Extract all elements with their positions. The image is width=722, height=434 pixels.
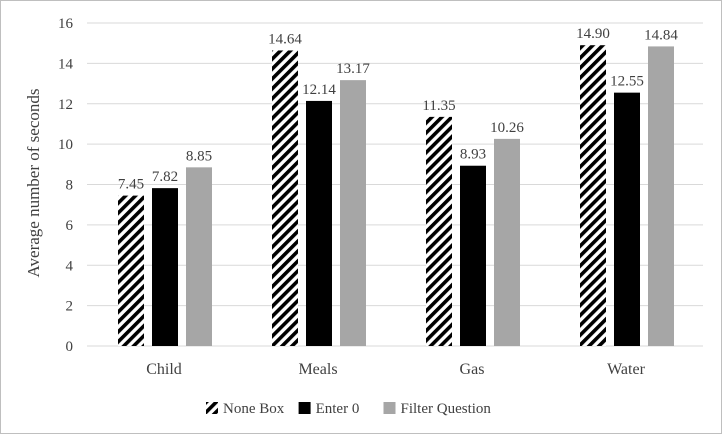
bar-none-box-child bbox=[118, 195, 144, 346]
bar-enter-0-gas bbox=[460, 165, 486, 346]
x-axis-categories: Child Meals Gas Water bbox=[146, 361, 645, 378]
bar-filter-question-gas bbox=[494, 138, 520, 346]
legend-swatch-filter-question bbox=[383, 402, 396, 414]
y-tick-label: 12 bbox=[58, 97, 73, 113]
y-tick-label: 8 bbox=[66, 178, 74, 194]
data-label: 8.93 bbox=[460, 147, 486, 163]
y-axis-ticks: 0 2 4 6 8 10 12 14 16 bbox=[58, 16, 74, 355]
bar-filter-question-child bbox=[186, 167, 212, 346]
bar-none-box-gas bbox=[426, 116, 452, 346]
y-tick-label: 6 bbox=[66, 218, 74, 234]
data-label: 10.26 bbox=[490, 120, 524, 136]
bars bbox=[118, 45, 674, 347]
x-category-label: Gas bbox=[460, 361, 485, 378]
x-category-label: Child bbox=[146, 361, 182, 378]
y-axis-title: Average number of seconds bbox=[24, 89, 43, 278]
bar-filter-question-meals bbox=[340, 80, 366, 347]
bar-none-box-water bbox=[580, 45, 606, 347]
data-label: 12.14 bbox=[302, 82, 336, 98]
y-tick-label: 14 bbox=[58, 56, 74, 72]
data-label: 14.64 bbox=[268, 31, 302, 47]
data-label: 8.85 bbox=[186, 148, 212, 164]
bar-none-box-meals bbox=[272, 50, 298, 347]
gridlines bbox=[87, 22, 703, 347]
x-category-label: Water bbox=[607, 361, 645, 378]
legend-label: None Box bbox=[223, 401, 285, 417]
legend-swatch-enter-0 bbox=[298, 402, 311, 414]
bar-filter-question-water bbox=[648, 46, 674, 346]
legend-label: Filter Question bbox=[401, 401, 492, 417]
data-label: 11.35 bbox=[422, 98, 455, 114]
y-tick-label: 16 bbox=[58, 16, 74, 32]
y-tick-label: 0 bbox=[66, 339, 74, 355]
y-tick-label: 4 bbox=[66, 258, 74, 274]
data-label: 7.82 bbox=[152, 169, 178, 185]
data-label: 14.84 bbox=[644, 27, 678, 43]
y-tick-label: 2 bbox=[66, 299, 74, 315]
data-label: 12.55 bbox=[610, 74, 644, 90]
bar-enter-0-water bbox=[614, 92, 640, 346]
data-label: 13.17 bbox=[336, 61, 370, 77]
bar-enter-0-child bbox=[152, 188, 178, 346]
x-category-label: Meals bbox=[298, 361, 337, 378]
data-label: 14.90 bbox=[576, 26, 610, 42]
y-tick-label: 10 bbox=[58, 137, 73, 153]
legend: None Box Enter 0 Filter Question bbox=[206, 401, 491, 417]
legend-swatch-none-box bbox=[206, 402, 218, 414]
bar-enter-0-meals bbox=[306, 100, 332, 346]
data-label: 7.45 bbox=[118, 177, 144, 193]
legend-label: Enter 0 bbox=[316, 401, 360, 417]
